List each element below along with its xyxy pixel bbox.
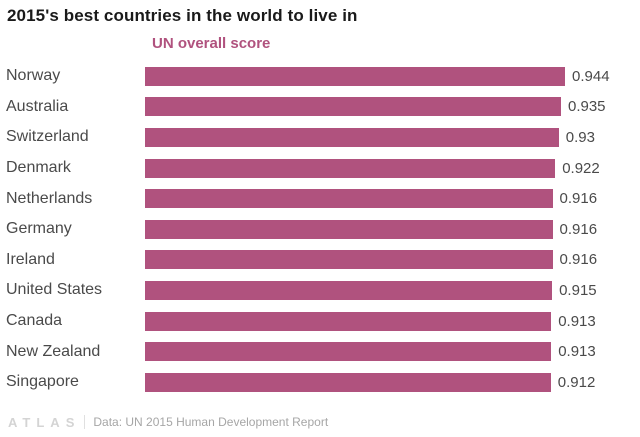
chart-row: Australia 0.935 <box>0 92 640 123</box>
bar <box>145 66 565 86</box>
bar <box>145 158 556 178</box>
chart-row: United States 0.915 <box>0 275 640 306</box>
category-label: Germany <box>6 220 72 238</box>
data-source-label: Data: UN 2015 Human Development Report <box>93 415 329 429</box>
chart-row: Netherlands 0.916 <box>0 183 640 214</box>
value-label: 0.916 <box>559 190 598 208</box>
atlas-logo: ATLAS <box>8 414 81 430</box>
chart-row: Ireland 0.916 <box>0 245 640 276</box>
value-label: 0.935 <box>567 98 606 116</box>
value-label: 0.912 <box>557 373 596 391</box>
category-label: United States <box>6 281 103 299</box>
category-label: Denmark <box>6 159 71 177</box>
bar <box>145 280 553 300</box>
bar-area: 0.944 <box>145 66 640 86</box>
category-label: Singapore <box>6 373 79 391</box>
chart-rows: Norway 0.944 Australia 0.935 Switzerland 0.93… <box>0 61 640 398</box>
bar-area: 0.913 <box>145 342 640 362</box>
category-label: Ireland <box>6 250 55 268</box>
category-label: Netherlands <box>6 189 93 207</box>
bar <box>145 250 553 270</box>
chart-row: Switzerland 0.93 <box>0 122 640 153</box>
bar-area: 0.913 <box>145 311 640 331</box>
bar <box>145 189 553 209</box>
bar <box>145 372 551 392</box>
chart-row: Denmark 0.922 <box>0 153 640 184</box>
bar-area: 0.935 <box>145 97 640 117</box>
category-label: Canada <box>6 312 63 330</box>
bar <box>145 311 552 331</box>
chart-row: Canada 0.913 <box>0 306 640 337</box>
footer-divider <box>84 415 86 429</box>
bar-area: 0.93 <box>145 127 640 147</box>
value-label: 0.913 <box>558 343 596 361</box>
bar-area: 0.912 <box>145 372 640 392</box>
bar-area: 0.916 <box>145 250 640 270</box>
bar-area: 0.916 <box>145 219 640 239</box>
value-label: 0.93 <box>565 128 595 146</box>
value-label: 0.916 <box>559 251 598 269</box>
chart-subtitle: UN overall score <box>152 35 271 52</box>
value-label: 0.915 <box>559 281 597 299</box>
bar <box>145 342 552 362</box>
bar-area: 0.915 <box>145 280 640 300</box>
chart-title: 2015's best countries in the world to li… <box>7 6 358 25</box>
chart-row: Germany 0.916 <box>0 214 640 245</box>
bar-area: 0.916 <box>145 189 640 209</box>
category-label: New Zealand <box>6 342 101 360</box>
bar <box>145 127 559 147</box>
bar <box>145 97 561 117</box>
chart-row: New Zealand 0.913 <box>0 336 640 367</box>
bar <box>145 219 553 239</box>
chart-row: Singapore 0.912 <box>0 367 640 398</box>
value-label: 0.922 <box>562 159 600 177</box>
value-label: 0.916 <box>559 220 598 238</box>
value-label: 0.944 <box>572 67 610 85</box>
chart-footer: ATLAS Data: UN 2015 Human Development Re… <box>0 407 640 437</box>
value-label: 0.913 <box>558 312 596 330</box>
bar-area: 0.922 <box>145 158 640 178</box>
chart-row: Norway 0.944 <box>0 61 640 92</box>
category-label: Switzerland <box>6 128 89 146</box>
category-label: Norway <box>6 67 61 85</box>
category-label: Australia <box>6 97 69 115</box>
